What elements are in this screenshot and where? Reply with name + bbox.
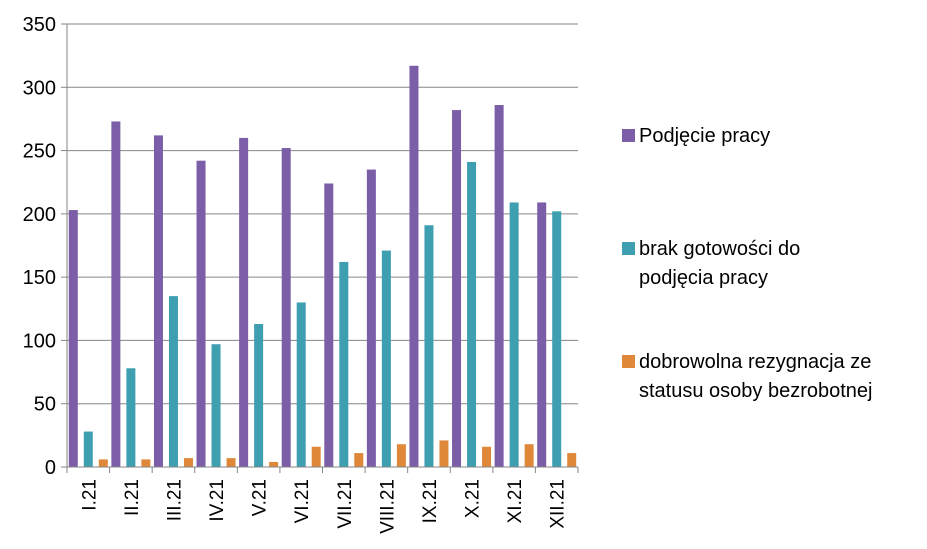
bar: [509, 202, 519, 468]
bar: [254, 323, 264, 467]
x-tick-label: IV.21: [207, 479, 228, 522]
bar: [211, 344, 221, 467]
bar: [281, 148, 291, 468]
bar: [98, 459, 108, 467]
bars: [68, 65, 577, 468]
x-tick-label: VIII.21: [377, 479, 398, 534]
bar: [68, 210, 78, 467]
x-tick-label: XI.21: [505, 479, 526, 523]
bar: [381, 250, 391, 467]
x-tick-label: II.21: [122, 479, 143, 516]
bar: [424, 225, 434, 467]
x-axis: I.21 II.21 III.21 IV.21 V.21 VI.21 VII.21 VIII.…: [66, 466, 579, 534]
bar: [552, 211, 562, 467]
bar: [196, 160, 206, 467]
y-tick-label: 150: [23, 267, 56, 289]
bar: [153, 135, 163, 467]
bar: [226, 458, 236, 467]
bar: [494, 105, 504, 468]
y-tick-label: 250: [23, 141, 56, 163]
bar: [482, 446, 492, 467]
legend-label-podjecie-pracy: Podjęcie pracy: [639, 125, 771, 147]
bar: [567, 453, 577, 467]
x-tick-label: III.21: [164, 479, 185, 521]
bar: [537, 202, 547, 468]
bar: [168, 296, 178, 467]
bar: [239, 137, 249, 467]
bar: [467, 161, 477, 467]
legend-label-dobrowolna-rezygnacja: dobrowolna rezygnacja ze statusu osoby b…: [639, 351, 873, 402]
y-tick-label: 300: [23, 77, 56, 99]
legend-item-brak-gotowosci: brak gotowości do podjęcia pracy: [622, 235, 839, 293]
bar: [354, 453, 364, 467]
legend-swatch-brak-gotowosci: [622, 242, 635, 255]
y-tick-label: 200: [23, 204, 56, 226]
legend-item-podjecie-pracy: Podjęcie pracy: [622, 122, 924, 151]
bar: [339, 261, 349, 467]
bar: [396, 444, 406, 467]
bar: [111, 121, 121, 468]
x-tick-label: XII.21: [548, 479, 569, 529]
bar-chart: 0 50 100 150 200 250 300 350 I.21 II.21 III.21 IV.…: [23, 14, 579, 534]
bar: [269, 461, 279, 467]
x-tick-label: VII.21: [335, 479, 356, 529]
x-tick-label: I.21: [79, 479, 100, 511]
legend: Podjęcie pracy brak gotowości do podjęci…: [622, 0, 927, 549]
legend-swatch-dobrowolna-rezygnacja: [622, 355, 635, 368]
legend-swatch-podjecie-pracy: [622, 129, 635, 142]
y-tick-label: 100: [23, 330, 56, 352]
x-tick-label: IX.21: [420, 479, 441, 523]
bar: [409, 65, 419, 468]
x-tick-label: V.21: [250, 479, 271, 516]
bar: [324, 183, 334, 468]
y-tick-label: 50: [34, 394, 56, 416]
y-axis: 0 50 100 150 200 250 300 350: [23, 14, 68, 479]
y-tick-label: 0: [45, 457, 56, 479]
bar: [141, 459, 151, 467]
bar: [183, 458, 193, 467]
bar: [366, 169, 376, 468]
bar: [311, 446, 321, 467]
bar: [296, 302, 306, 467]
bar: [126, 368, 136, 467]
legend-label-brak-gotowosci: brak gotowości do podjęcia pracy: [639, 238, 801, 289]
x-tick-label: VI.21: [292, 479, 313, 523]
bar: [439, 440, 449, 467]
bar: [524, 444, 534, 467]
gridlines: [67, 23, 578, 405]
bar: [452, 110, 462, 467]
bar: [83, 431, 93, 467]
x-tick-label: X.21: [463, 479, 484, 518]
legend-item-dobrowolna-rezygnacja: dobrowolna rezygnacja ze statusu osoby b…: [622, 348, 924, 406]
y-tick-label: 350: [23, 14, 56, 36]
